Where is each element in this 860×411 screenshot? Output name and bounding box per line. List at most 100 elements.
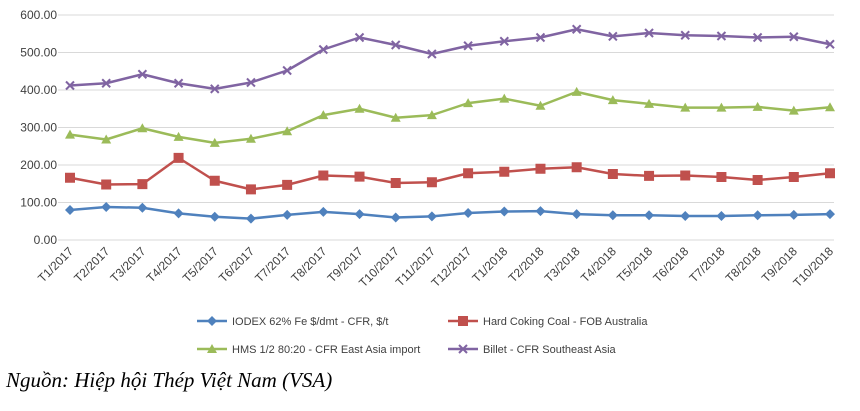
data-point [426, 177, 437, 188]
legend: IODEX 62% Fe $/dmt - CFR, $/t Hard Coking… [197, 316, 648, 356]
data-point [391, 40, 401, 50]
data-point [137, 69, 148, 79]
x-tick-label: T3/2018 [542, 244, 583, 285]
data-point [426, 211, 437, 222]
x-tick-label: T8/2017 [288, 244, 329, 285]
data-point [245, 213, 256, 224]
x-tick-label: T10/2018 [790, 244, 836, 290]
data-point [65, 172, 75, 183]
data-point [463, 168, 474, 179]
data-point [209, 211, 220, 222]
data-point [282, 209, 293, 220]
data-point [137, 202, 148, 213]
legend-label: Hard Coking Coal - FOB Australia [483, 316, 648, 328]
data-point [282, 126, 293, 136]
data-point [282, 65, 292, 76]
data-point [458, 316, 468, 326]
data-point [210, 84, 220, 94]
data-point [318, 206, 329, 217]
series-group [65, 24, 835, 94]
x-tick-label: T2/2017 [71, 244, 112, 285]
data-point [463, 208, 474, 218]
y-axis-tick-labels: 0.00 100.00 200.00 300.00 400.00 500.00 600.00 [20, 8, 57, 247]
data-point [137, 123, 148, 133]
data-point [752, 101, 763, 111]
data-point [680, 30, 690, 40]
legend-label: HMS 1/2 80:20 - CFR East Asia import [232, 344, 420, 356]
x-tick-label: T12/2017 [428, 244, 474, 290]
data-point [535, 206, 546, 217]
data-point [607, 95, 618, 105]
data-point [458, 344, 468, 354]
x-axis-tick-labels: T1/2017T2/2017T3/2017T4/2017T5/2017T6/20… [35, 244, 836, 290]
data-point [65, 80, 75, 91]
data-point [390, 212, 401, 223]
series-group [65, 152, 835, 195]
data-point [607, 169, 618, 179]
x-tick-label: T5/2018 [614, 244, 655, 285]
x-tick-label: T5/2017 [180, 244, 221, 285]
data-point [354, 171, 365, 182]
data-point [716, 211, 727, 221]
x-tick-label: T4/2018 [578, 244, 619, 285]
series-line [69, 205, 831, 220]
data-point [354, 209, 365, 220]
data-point [499, 206, 510, 217]
series-line [69, 156, 831, 191]
data-point [173, 152, 184, 163]
data-point [245, 133, 256, 143]
legend-item: HMS 1/2 80:20 - CFR East Asia import [197, 344, 420, 356]
data-point [571, 24, 582, 34]
data-point [173, 208, 184, 219]
data-point [65, 205, 75, 215]
data-point [354, 32, 365, 43]
data-point [499, 166, 510, 177]
data-point [318, 44, 329, 55]
data-point [137, 179, 148, 190]
y-tick-label: 600.00 [20, 8, 57, 22]
data-point [318, 110, 329, 120]
data-point [644, 28, 654, 38]
data-point [246, 77, 256, 88]
data-point [535, 163, 546, 174]
data-point [788, 172, 799, 182]
data-point [716, 172, 727, 182]
data-point [608, 31, 618, 42]
series-group [65, 202, 835, 224]
y-tick-label: 0.00 [34, 233, 58, 247]
data-point [644, 170, 655, 181]
data-point [427, 49, 437, 59]
steel-price-chart: 0.00 100.00 200.00 300.00 400.00 500.00 600.00… [20, 8, 836, 356]
legend-item: IODEX 62% Fe $/dmt - CFR, $/t [197, 316, 389, 328]
data-point [207, 316, 217, 326]
data-point [390, 178, 401, 188]
data-point [825, 39, 835, 49]
x-tick-label: T4/2017 [144, 244, 185, 285]
data-point [571, 86, 582, 96]
data-point [209, 175, 220, 186]
series-line [69, 28, 831, 91]
data-point [535, 32, 546, 43]
data-point [463, 98, 474, 108]
data-point [825, 209, 835, 220]
data-point [752, 175, 763, 185]
series-line [69, 90, 831, 145]
x-tick-label: T7/2017 [252, 244, 293, 285]
x-tick-label: T7/2018 [687, 244, 728, 285]
data-point [571, 162, 582, 173]
data-point [426, 110, 437, 120]
data-point [825, 102, 835, 112]
data-point [644, 98, 655, 108]
legend-label: IODEX 62% Fe $/dmt - CFR, $/t [232, 316, 389, 328]
data-point [752, 32, 763, 43]
data-series [65, 24, 835, 224]
y-tick-label: 400.00 [20, 83, 57, 97]
y-tick-label: 300.00 [20, 121, 57, 135]
x-tick-label: T6/2017 [216, 244, 257, 285]
data-point [173, 131, 184, 141]
data-point [463, 41, 473, 51]
data-point [716, 31, 727, 41]
data-point [571, 209, 582, 220]
data-point [680, 211, 691, 221]
data-point [788, 105, 799, 115]
